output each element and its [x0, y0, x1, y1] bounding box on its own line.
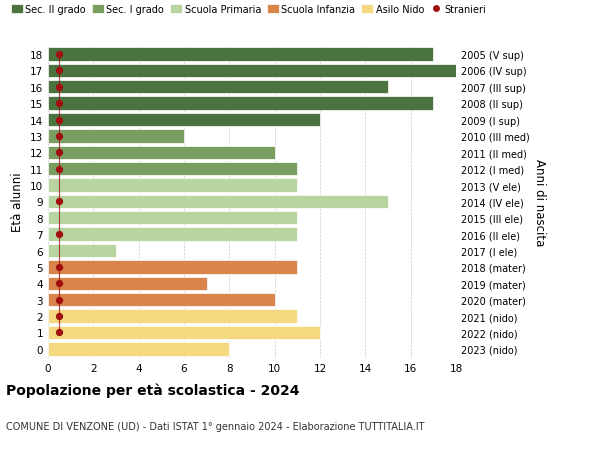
Y-axis label: Età alunni: Età alunni [11, 172, 25, 232]
Bar [48, 195, 388, 209]
Bar [48, 113, 320, 127]
Point [55, 117, 64, 124]
Point [55, 133, 64, 140]
Bar [48, 277, 206, 291]
Point [55, 84, 64, 91]
Bar [48, 48, 433, 62]
Point [55, 231, 64, 238]
Point [55, 51, 64, 59]
Bar [48, 261, 298, 274]
Point [55, 263, 64, 271]
Bar [48, 228, 298, 241]
Bar [48, 342, 229, 356]
Point [55, 166, 64, 173]
Point [55, 329, 64, 336]
Bar [48, 293, 275, 307]
Bar [48, 244, 116, 257]
Text: COMUNE DI VENZONE (UD) - Dati ISTAT 1° gennaio 2024 - Elaborazione TUTTITALIA.IT: COMUNE DI VENZONE (UD) - Dati ISTAT 1° g… [6, 421, 425, 431]
Point [55, 198, 64, 206]
Point [55, 149, 64, 157]
Bar [48, 162, 298, 176]
Legend: Sec. II grado, Sec. I grado, Scuola Primaria, Scuola Infanzia, Asilo Nido, Stran: Sec. II grado, Sec. I grado, Scuola Prim… [11, 5, 487, 15]
Bar [48, 310, 298, 323]
Bar [48, 326, 320, 339]
Y-axis label: Anni di nascita: Anni di nascita [533, 158, 546, 246]
Point [55, 280, 64, 287]
Bar [48, 212, 298, 225]
Bar [48, 65, 456, 78]
Bar [48, 130, 184, 143]
Point [55, 297, 64, 304]
Bar [48, 97, 433, 111]
Bar [48, 179, 298, 192]
Point [55, 100, 64, 107]
Text: Popolazione per età scolastica - 2024: Popolazione per età scolastica - 2024 [6, 382, 299, 397]
Point [55, 67, 64, 75]
Bar [48, 146, 275, 160]
Bar [48, 81, 388, 94]
Point [55, 313, 64, 320]
